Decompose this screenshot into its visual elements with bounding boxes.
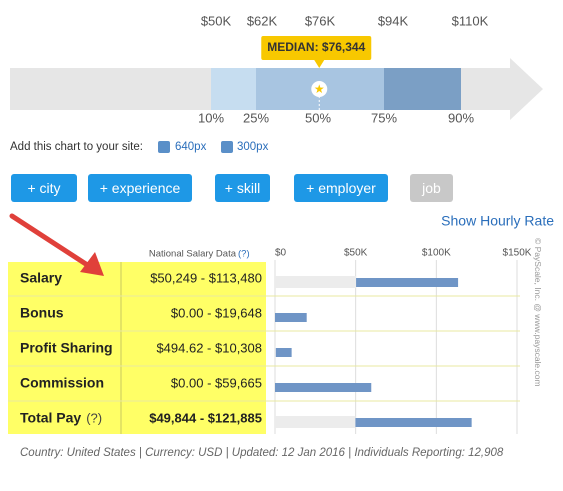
x-tick-label: $50K bbox=[344, 248, 368, 259]
range-label: $49,844 - $121,885 bbox=[149, 410, 262, 425]
embed-link[interactable]: 640px bbox=[175, 141, 207, 153]
value-label: $62K bbox=[247, 13, 278, 28]
embed-label: Add this chart to your site: bbox=[10, 141, 143, 153]
median-flag bbox=[261, 36, 372, 60]
arrow-head bbox=[80, 252, 104, 276]
percentile-label: 90% bbox=[448, 110, 474, 125]
range-bar bbox=[356, 278, 459, 287]
footer: Country: United States | Currency: USD |… bbox=[20, 447, 504, 459]
median-label: MEDIAN: $76,344 bbox=[267, 40, 365, 54]
range-bar bbox=[355, 418, 472, 427]
filter-button[interactable]: job bbox=[410, 174, 453, 202]
range-label: $50,249 - $113,480 bbox=[150, 270, 262, 285]
help-icon: (?) bbox=[238, 249, 250, 260]
column-header: National Salary Data bbox=[149, 249, 237, 260]
range-background bbox=[275, 276, 357, 288]
filter-button[interactable]: + skill bbox=[215, 174, 270, 202]
value-label: $110K bbox=[452, 13, 489, 28]
range-label: $0.00 - $19,648 bbox=[171, 305, 262, 320]
range-background bbox=[275, 416, 356, 428]
icon bbox=[221, 141, 233, 153]
median-pointer bbox=[314, 60, 325, 68]
percentile-label: 50% bbox=[305, 110, 331, 125]
x-tick-label: $0 bbox=[275, 248, 287, 259]
percentile-band bbox=[384, 68, 461, 110]
x-tick-label: $100K bbox=[422, 248, 451, 259]
percentile-label: 25% bbox=[243, 110, 269, 125]
row-label: Profit Sharing bbox=[20, 340, 113, 356]
highlight bbox=[8, 262, 266, 434]
row-label: Bonus bbox=[20, 305, 64, 321]
filter-button[interactable]: + city bbox=[11, 174, 77, 202]
hourly-link[interactable]: Show Hourly Rate bbox=[441, 213, 554, 229]
range-background bbox=[275, 346, 276, 358]
x-tick-label: $150K bbox=[503, 248, 532, 259]
value-label: $76K bbox=[305, 13, 336, 28]
range-bar bbox=[275, 348, 292, 357]
filter-button[interactable]: + employer bbox=[294, 174, 388, 202]
row-label: Salary bbox=[20, 270, 62, 286]
range-label: $494.62 - $10,308 bbox=[156, 340, 262, 355]
row-label: Total Pay bbox=[20, 410, 81, 426]
filter-button[interactable]: + experience bbox=[88, 174, 192, 202]
percentile-label: 75% bbox=[371, 110, 397, 125]
watermark: © PayScale, Inc. @ www.payscale.com bbox=[533, 238, 543, 387]
arrow bbox=[9, 213, 95, 271]
median-star: ★ bbox=[314, 82, 325, 96]
range-bar bbox=[275, 313, 307, 322]
median-marker bbox=[311, 81, 328, 97]
percentile-band bbox=[211, 68, 256, 110]
embed-link[interactable]: 300px bbox=[237, 141, 269, 153]
row-label: Commission bbox=[20, 375, 104, 391]
range-label: $0.00 - $59,665 bbox=[171, 375, 262, 390]
percentile-label: 10% bbox=[198, 110, 224, 125]
range-bar bbox=[275, 383, 372, 392]
help-icon: (?) bbox=[86, 410, 102, 425]
icon bbox=[158, 141, 170, 153]
value-label: $50K bbox=[201, 13, 232, 28]
value-label: $94K bbox=[378, 13, 409, 28]
